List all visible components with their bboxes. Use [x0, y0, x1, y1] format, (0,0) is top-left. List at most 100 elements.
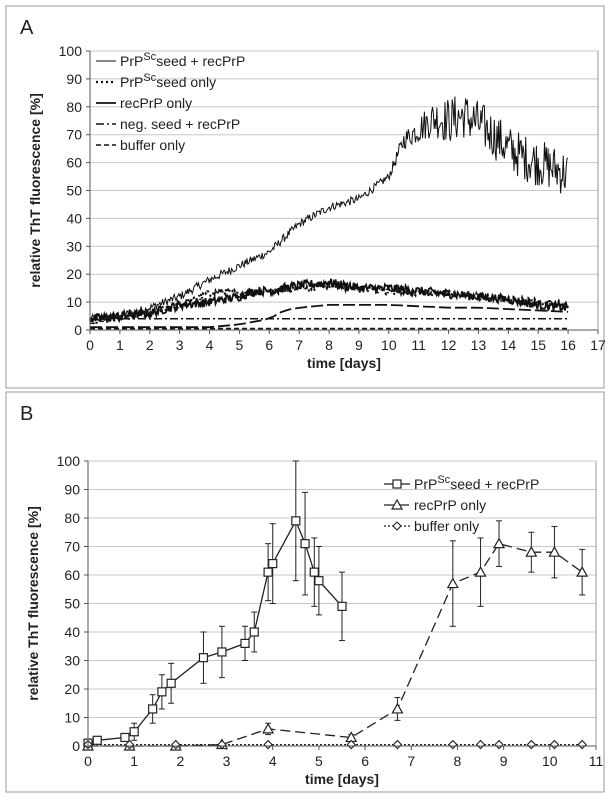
- panel-b-data-point-b1: [92, 735, 102, 745]
- panel-b-y-tick-label: 100: [57, 453, 81, 469]
- panel-a-y-tick-label: 30: [66, 238, 82, 254]
- panel-b-data-point-b2: [492, 537, 506, 549]
- panel-a-legend-label: PrPScseed only: [120, 72, 216, 90]
- panel-a-x-tick-label: 13: [471, 337, 487, 353]
- panel-a-x-axis-title: time [days]: [307, 355, 381, 371]
- panel-b-data-point-b3: [217, 739, 227, 750]
- panel-a-y-tick-label: 50: [66, 183, 82, 199]
- panel-b-data-point-b1: [157, 687, 167, 697]
- panel-b-x-tick-label: 9: [500, 753, 508, 769]
- panel-b-x-tick-label: 8: [454, 753, 462, 769]
- panel-a-letter: A: [20, 17, 34, 39]
- panel-a-y-tick-label: 70: [66, 127, 82, 143]
- panel-b-data-point-b3: [448, 739, 458, 750]
- panel-b-data-point-b2: [548, 545, 561, 557]
- panel-b-legend-marker: [392, 521, 402, 531]
- panel-b-letter: B: [20, 403, 33, 425]
- panel-a-y-tick-label: 80: [66, 99, 82, 115]
- panel-b-data-point-b2: [391, 702, 404, 714]
- panel-b-data-point-b1: [198, 653, 209, 663]
- panel-a-x-tick-label: 8: [325, 337, 333, 353]
- panel-b-y-tick-label: 50: [64, 596, 80, 612]
- panel-a-x-tick-label: 7: [295, 337, 303, 353]
- panel-b-data-point-b3: [346, 739, 357, 750]
- panel-a-y-tick-label: 60: [66, 155, 82, 171]
- panel-a-x-tick-label: 4: [206, 337, 214, 353]
- panel-a-x-tick-label: 16: [560, 337, 576, 353]
- panel-b-series-line-b2: [88, 542, 583, 747]
- panel-b-x-tick-label: 10: [542, 753, 558, 769]
- panel-a-y-axis-title: relative ThT fluorescence [%]: [27, 93, 43, 288]
- panel-a-y-tick-label: 10: [66, 294, 82, 310]
- panel-a-legend-label: PrPScseed + recPrP: [120, 51, 245, 69]
- panel-a-x-tick-label: 15: [530, 337, 546, 353]
- panel-b-legend-label: buffer only: [414, 518, 479, 534]
- panel-b-x-tick-label: 4: [269, 753, 277, 769]
- panel-b-data-point-b3: [549, 739, 560, 750]
- panel-a-x-tick-label: 0: [86, 337, 94, 353]
- panel-a-series-line-s5: [90, 303, 569, 329]
- panel-b-frame: [5, 391, 605, 793]
- panel-a-series-line-s3: [89, 278, 569, 324]
- panel-b-data-point-b1: [129, 727, 139, 737]
- panel-b-x-tick-label: 0: [84, 753, 92, 769]
- panel-b-data-point-b3: [526, 739, 537, 750]
- panel-b-data-point-b1: [217, 647, 227, 657]
- panel-b-x-axis-title: time [days]: [305, 771, 379, 787]
- panel-b-data-point-b2: [446, 577, 459, 589]
- panel-a-y-tick-label: 20: [66, 266, 82, 282]
- panel-b-data-point-b1: [148, 704, 158, 714]
- panel-a-series-line-s1: [89, 96, 569, 323]
- panel-a-y-tick-label: 100: [59, 43, 83, 59]
- panel-a-x-tick-label: 3: [176, 337, 184, 353]
- panel-b-y-axis-title: relative ThT fluorescence [%]: [25, 506, 41, 701]
- panel-b-x-tick-label: 11: [589, 753, 604, 769]
- panel-b-data-point-b2: [576, 565, 589, 577]
- panel-b-data-point-b1: [309, 567, 319, 577]
- panel-a-series-line-s2: [89, 278, 569, 327]
- panel-a-y-tick-label: 0: [74, 322, 82, 338]
- panel-a-legend-label: buffer only: [120, 137, 185, 153]
- panel-b-y-tick-label: 90: [64, 482, 80, 498]
- panel-b-data-point-b2: [525, 545, 538, 557]
- panel-a-x-tick-label: 10: [381, 337, 397, 353]
- panel-a-x-tick-label: 17: [590, 337, 606, 353]
- panel-b-data-point-b3: [475, 739, 486, 750]
- panel-b-data-point-b1: [249, 627, 259, 637]
- panel-b-x-tick-label: 7: [407, 753, 415, 769]
- panel-b-data-point-b3: [124, 739, 135, 750]
- panel-b-data-point-b3: [170, 739, 181, 750]
- panel-b-y-tick-label: 80: [64, 510, 80, 526]
- panel-b-x-tick-label: 2: [176, 753, 184, 769]
- panel-a-x-tick-label: 9: [355, 337, 363, 353]
- panel-b-y-tick-label: 40: [64, 624, 80, 640]
- panel-b-data-point-b3: [263, 739, 273, 750]
- panel-b-y-tick-label: 30: [64, 653, 80, 669]
- panel-b-legend-marker: [392, 479, 402, 489]
- panel-b-legend-label: PrPScseed + recPrP: [414, 474, 539, 492]
- panel-b-data-point-b1: [337, 601, 347, 611]
- panel-b-data-point-b1: [166, 678, 176, 688]
- panel-b-legend-marker: [390, 498, 404, 510]
- panel-a-x-tick-label: 1: [116, 337, 124, 353]
- panel-a-frame: [5, 5, 605, 389]
- panel-b-y-tick-label: 70: [64, 539, 80, 555]
- panel-b-data-point-b1: [263, 567, 273, 577]
- panel-a-x-tick-label: 12: [441, 337, 457, 353]
- panel-b-data-point-b2: [474, 565, 487, 577]
- panel-b-x-tick-label: 6: [361, 753, 369, 769]
- panel-b-y-tick-label: 60: [64, 567, 80, 583]
- panel-b-data-point-b3: [392, 739, 403, 750]
- panel-a-legend-label: neg. seed + recPrP: [120, 116, 240, 132]
- panel-b-y-tick-label: 10: [64, 710, 80, 726]
- panel-b-chart: 0 10 20 30 40 50 60 70 80 90 100 0 1 2 3 4 5 6 7 8 9 10 11 PrP…: [25, 453, 603, 787]
- panel-a-x-tick-label: 11: [411, 337, 426, 353]
- panel-b-y-tick-label: 0: [72, 738, 80, 754]
- panel-b-data-point-b1: [120, 732, 130, 743]
- panel-a-x-tick-label: 14: [501, 337, 517, 353]
- panel-b-data-point-b3: [494, 739, 504, 750]
- panel-a-legend-label: recPrP only: [120, 95, 192, 111]
